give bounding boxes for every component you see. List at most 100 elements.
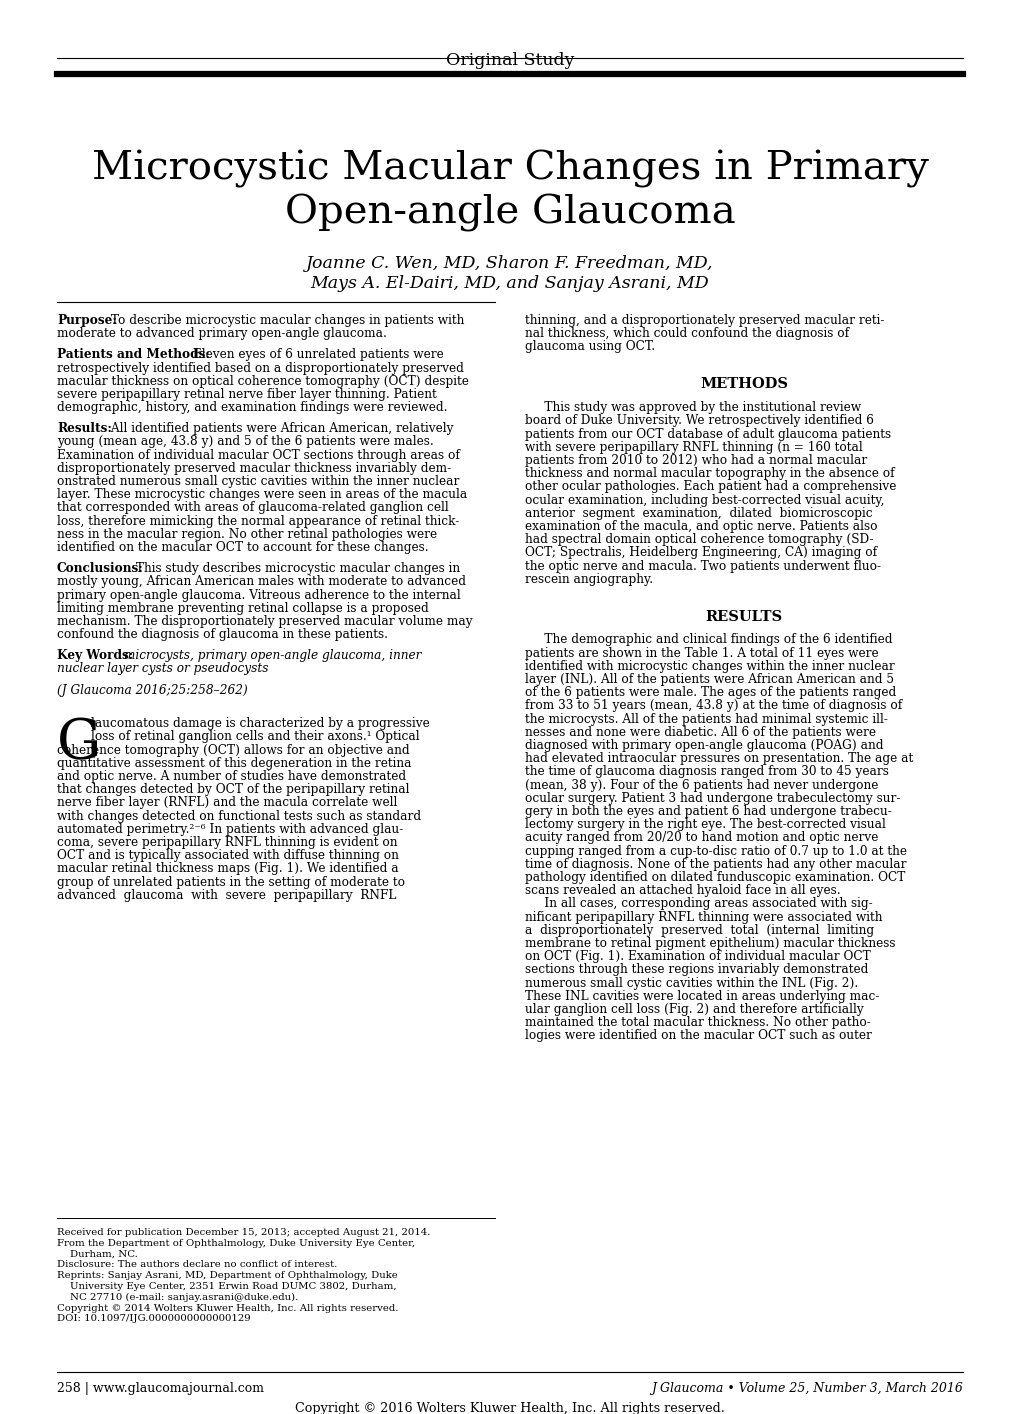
Text: confound the diagnosis of glaucoma in these patients.: confound the diagnosis of glaucoma in th… [57, 628, 387, 641]
Text: patients from 2010 to 2012) who had a normal macular: patients from 2010 to 2012) who had a no… [525, 454, 866, 467]
Text: OCT and is typically associated with diffuse thinning on: OCT and is typically associated with dif… [57, 850, 398, 863]
Text: with severe peripapillary RNFL thinning (n = 160 total: with severe peripapillary RNFL thinning … [525, 441, 862, 454]
Text: coherence tomography (OCT) allows for an objective and: coherence tomography (OCT) allows for an… [57, 744, 410, 756]
Text: METHODS: METHODS [699, 378, 788, 392]
Text: This study was approved by the institutional review: This study was approved by the instituti… [525, 402, 860, 414]
Text: G: G [57, 717, 101, 771]
Text: that changes detected by OCT of the peripapillary retinal: that changes detected by OCT of the peri… [57, 783, 409, 796]
Text: DOI: 10.1097/IJG.0000000000000129: DOI: 10.1097/IJG.0000000000000129 [57, 1315, 251, 1324]
Text: Key Words:: Key Words: [57, 649, 133, 662]
Text: moderate to advanced primary open-angle glaucoma.: moderate to advanced primary open-angle … [57, 327, 386, 341]
Text: Patients and Methods:: Patients and Methods: [57, 348, 210, 362]
Text: sections through these regions invariably demonstrated: sections through these regions invariabl… [525, 963, 867, 977]
Text: J Glaucoma • Volume 25, Number 3, March 2016: J Glaucoma • Volume 25, Number 3, March … [650, 1381, 962, 1396]
Text: acuity ranged from 20/20 to hand motion and optic nerve: acuity ranged from 20/20 to hand motion … [525, 831, 877, 844]
Text: coma, severe peripapillary RNFL thinning is evident on: coma, severe peripapillary RNFL thinning… [57, 836, 397, 848]
Text: maintained the total macular thickness. No other patho-: maintained the total macular thickness. … [525, 1017, 870, 1029]
Text: From the Department of Ophthalmology, Duke University Eye Center,: From the Department of Ophthalmology, Du… [57, 1239, 415, 1247]
Text: glaucoma using OCT.: glaucoma using OCT. [525, 341, 654, 354]
Text: rescein angiography.: rescein angiography. [525, 573, 652, 585]
Text: nerve fiber layer (RNFL) and the macula correlate well: nerve fiber layer (RNFL) and the macula … [57, 796, 397, 809]
Text: University Eye Center, 2351 Erwin Road DUMC 3802, Durham,: University Eye Center, 2351 Erwin Road D… [57, 1282, 396, 1291]
Text: a  disproportionately  preserved  total  (internal  limiting: a disproportionately preserved total (in… [525, 923, 873, 937]
Text: Copyright © 2014 Wolters Kluwer Health, Inc. All rights reserved.: Copyright © 2014 Wolters Kluwer Health, … [57, 1304, 398, 1312]
Text: group of unrelated patients in the setting of moderate to: group of unrelated patients in the setti… [57, 875, 405, 888]
Text: Eleven eyes of 6 unrelated patients were: Eleven eyes of 6 unrelated patients were [189, 348, 443, 362]
Text: had spectral domain optical coherence tomography (SD-: had spectral domain optical coherence to… [525, 533, 872, 546]
Text: The demographic and clinical findings of the 6 identified: The demographic and clinical findings of… [525, 633, 892, 646]
Text: logies were identified on the macular OCT such as outer: logies were identified on the macular OC… [525, 1029, 871, 1042]
Text: examination of the macula, and optic nerve. Patients also: examination of the macula, and optic ner… [525, 520, 876, 533]
Text: macular retinal thickness maps (Fig. 1). We identified a: macular retinal thickness maps (Fig. 1).… [57, 863, 398, 875]
Text: Durham, NC.: Durham, NC. [57, 1250, 138, 1258]
Text: with changes detected on functional tests such as standard: with changes detected on functional test… [57, 810, 421, 823]
Text: Joanne C. Wen, MD, Sharon F. Freedman, MD,: Joanne C. Wen, MD, Sharon F. Freedman, M… [306, 255, 713, 271]
Text: diagnosed with primary open-angle glaucoma (POAG) and: diagnosed with primary open-angle glauco… [525, 740, 882, 752]
Text: Conclusions:: Conclusions: [57, 563, 144, 575]
Text: advanced  glaucoma  with  severe  peripapillary  RNFL: advanced glaucoma with severe peripapill… [57, 889, 396, 902]
Text: Received for publication December 15, 2013; accepted August 21, 2014.: Received for publication December 15, 20… [57, 1227, 430, 1237]
Text: Purpose:: Purpose: [57, 314, 117, 327]
Text: nesses and none were diabetic. All 6 of the patients were: nesses and none were diabetic. All 6 of … [525, 725, 875, 740]
Text: the time of glaucoma diagnosis ranged from 30 to 45 years: the time of glaucoma diagnosis ranged fr… [525, 765, 888, 779]
Text: All identified patients were African American, relatively: All identified patients were African Ame… [107, 423, 453, 436]
Text: thickness and normal macular topography in the absence of: thickness and normal macular topography … [525, 467, 894, 481]
Text: other ocular pathologies. Each patient had a comprehensive: other ocular pathologies. Each patient h… [525, 481, 896, 493]
Text: young (mean age, 43.8 y) and 5 of the 6 patients were males.: young (mean age, 43.8 y) and 5 of the 6 … [57, 436, 433, 448]
Text: ular ganglion cell loss (Fig. 2) and therefore artificially: ular ganglion cell loss (Fig. 2) and the… [525, 1003, 863, 1017]
Text: patients from our OCT database of adult glaucoma patients: patients from our OCT database of adult … [525, 427, 891, 441]
Text: and optic nerve. A number of studies have demonstrated: and optic nerve. A number of studies hav… [57, 771, 406, 783]
Text: Examination of individual macular OCT sections through areas of: Examination of individual macular OCT se… [57, 448, 460, 461]
Text: NC 27710 (e-mail: sanjay.asrani@duke.edu).: NC 27710 (e-mail: sanjay.asrani@duke.edu… [57, 1292, 299, 1302]
Text: demographic, history, and examination findings were reviewed.: demographic, history, and examination fi… [57, 402, 447, 414]
Text: pathology identified on dilated funduscopic examination. OCT: pathology identified on dilated fundusco… [525, 871, 905, 884]
Text: Copyright © 2016 Wolters Kluwer Health, Inc. All rights reserved.: Copyright © 2016 Wolters Kluwer Health, … [294, 1403, 725, 1414]
Text: mostly young, African American males with moderate to advanced: mostly young, African American males wit… [57, 575, 466, 588]
Text: that corresponded with areas of glaucoma-related ganglion cell: that corresponded with areas of glaucoma… [57, 502, 448, 515]
Text: retrospectively identified based on a disproportionately preserved: retrospectively identified based on a di… [57, 362, 464, 375]
Text: patients are shown in the Table 1. A total of 11 eyes were: patients are shown in the Table 1. A tot… [525, 646, 877, 660]
Text: laucomatous damage is characterized by a progressive: laucomatous damage is characterized by a… [92, 717, 430, 730]
Text: anterior  segment  examination,  dilated  biomicroscopic: anterior segment examination, dilated bi… [525, 506, 872, 520]
Text: In all cases, corresponding areas associated with sig-: In all cases, corresponding areas associ… [525, 898, 872, 911]
Text: nuclear layer cysts or pseudocysts: nuclear layer cysts or pseudocysts [57, 663, 268, 676]
Text: limiting membrane preventing retinal collapse is a proposed: limiting membrane preventing retinal col… [57, 602, 428, 615]
Text: automated perimetry.²⁻⁶ In patients with advanced glau-: automated perimetry.²⁻⁶ In patients with… [57, 823, 403, 836]
Text: on OCT (Fig. 1). Examination of individual macular OCT: on OCT (Fig. 1). Examination of individu… [525, 950, 870, 963]
Text: ness in the macular region. No other retinal pathologies were: ness in the macular region. No other ret… [57, 527, 437, 540]
Text: quantitative assessment of this degeneration in the retina: quantitative assessment of this degenera… [57, 756, 411, 769]
Text: Original Study: Original Study [445, 52, 574, 69]
Text: from 33 to 51 years (mean, 43.8 y) at the time of diagnosis of: from 33 to 51 years (mean, 43.8 y) at th… [525, 700, 902, 713]
Text: membrane to retinal pigment epithelium) macular thickness: membrane to retinal pigment epithelium) … [525, 937, 895, 950]
Text: time of diagnosis. None of the patients had any other macular: time of diagnosis. None of the patients … [525, 858, 906, 871]
Text: microcysts, primary open-angle glaucoma, inner: microcysts, primary open-angle glaucoma,… [119, 649, 421, 662]
Text: severe peripapillary retinal nerve fiber layer thinning. Patient: severe peripapillary retinal nerve fiber… [57, 387, 436, 402]
Text: identified with microcystic changes within the inner nuclear: identified with microcystic changes with… [525, 660, 894, 673]
Text: lectomy surgery in the right eye. The best-corrected visual: lectomy surgery in the right eye. The be… [525, 819, 886, 831]
Text: loss of retinal ganglion cells and their axons.¹ Optical: loss of retinal ganglion cells and their… [92, 731, 420, 744]
Text: Results:: Results: [57, 423, 112, 436]
Text: loss, therefore mimicking the normal appearance of retinal thick-: loss, therefore mimicking the normal app… [57, 515, 459, 527]
Text: RESULTS: RESULTS [705, 609, 782, 624]
Text: primary open-angle glaucoma. Vitreous adherence to the internal: primary open-angle glaucoma. Vitreous ad… [57, 588, 461, 601]
Text: nal thickness, which could confound the diagnosis of: nal thickness, which could confound the … [525, 327, 848, 341]
Text: onstrated numerous small cystic cavities within the inner nuclear: onstrated numerous small cystic cavities… [57, 475, 459, 488]
Text: Reprints: Sanjay Asrani, MD, Department of Ophthalmology, Duke: Reprints: Sanjay Asrani, MD, Department … [57, 1271, 397, 1280]
Text: (mean, 38 y). Four of the 6 patients had never undergone: (mean, 38 y). Four of the 6 patients had… [525, 779, 877, 792]
Text: gery in both the eyes and patient 6 had undergone trabecu-: gery in both the eyes and patient 6 had … [525, 805, 891, 819]
Text: identified on the macular OCT to account for these changes.: identified on the macular OCT to account… [57, 542, 428, 554]
Text: board of Duke University. We retrospectively identified 6: board of Duke University. We retrospecti… [525, 414, 873, 427]
Text: nificant peripapillary RNFL thinning were associated with: nificant peripapillary RNFL thinning wer… [525, 911, 881, 923]
Text: layer. These microcystic changes were seen in areas of the macula: layer. These microcystic changes were se… [57, 488, 467, 501]
Text: OCT; Spectralis, Heidelberg Engineering, CA) imaging of: OCT; Spectralis, Heidelberg Engineering,… [525, 546, 876, 560]
Text: the optic nerve and macula. Two patients underwent fluo-: the optic nerve and macula. Two patients… [525, 560, 880, 573]
Text: To describe microcystic macular changes in patients with: To describe microcystic macular changes … [107, 314, 465, 327]
Text: macular thickness on optical coherence tomography (OCT) despite: macular thickness on optical coherence t… [57, 375, 469, 387]
Text: Mays A. El-Dairi, MD, and Sanjay Asrani, MD: Mays A. El-Dairi, MD, and Sanjay Asrani,… [311, 274, 708, 293]
Text: ocular examination, including best-corrected visual acuity,: ocular examination, including best-corre… [525, 493, 883, 506]
Text: thinning, and a disproportionately preserved macular reti-: thinning, and a disproportionately prese… [525, 314, 883, 327]
Text: This study describes microcystic macular changes in: This study describes microcystic macular… [132, 563, 460, 575]
Text: Microcystic Macular Changes in Primary: Microcystic Macular Changes in Primary [92, 150, 927, 188]
Text: scans revealed an attached hyaloid face in all eyes.: scans revealed an attached hyaloid face … [525, 884, 840, 898]
Text: mechanism. The disproportionately preserved macular volume may: mechanism. The disproportionately preser… [57, 615, 472, 628]
